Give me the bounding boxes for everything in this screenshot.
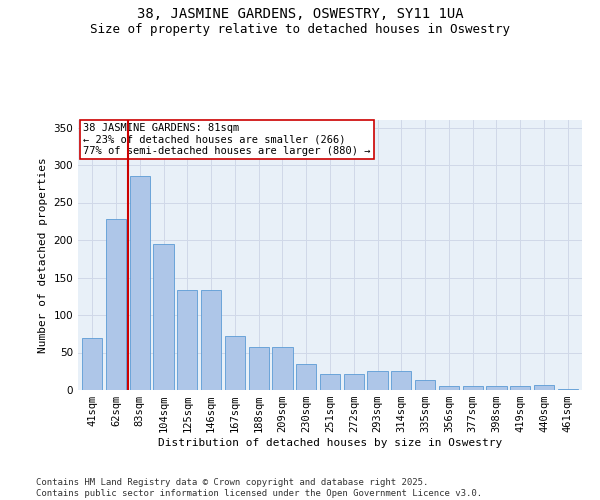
Bar xyxy=(106,219,126,390)
Bar xyxy=(201,290,221,390)
Text: 38 JASMINE GARDENS: 81sqm
← 23% of detached houses are smaller (266)
77% of semi: 38 JASMINE GARDENS: 81sqm ← 23% of detac… xyxy=(83,122,371,156)
Bar xyxy=(248,347,269,390)
X-axis label: Distribution of detached houses by size in Oswestry: Distribution of detached houses by size … xyxy=(158,438,502,448)
Bar xyxy=(367,371,388,390)
Bar xyxy=(557,388,578,390)
Bar xyxy=(177,290,197,390)
Bar xyxy=(487,386,506,390)
Bar xyxy=(415,380,435,390)
Bar xyxy=(296,364,316,390)
Bar xyxy=(154,244,173,390)
Bar xyxy=(82,338,103,390)
Bar xyxy=(391,371,412,390)
Bar xyxy=(130,176,150,390)
Bar xyxy=(534,385,554,390)
Bar xyxy=(272,347,293,390)
Text: Size of property relative to detached houses in Oswestry: Size of property relative to detached ho… xyxy=(90,22,510,36)
Bar xyxy=(320,374,340,390)
Text: Contains HM Land Registry data © Crown copyright and database right 2025.
Contai: Contains HM Land Registry data © Crown c… xyxy=(36,478,482,498)
Bar xyxy=(510,386,530,390)
Y-axis label: Number of detached properties: Number of detached properties xyxy=(38,157,48,353)
Bar xyxy=(344,374,364,390)
Bar xyxy=(225,336,245,390)
Text: 38, JASMINE GARDENS, OSWESTRY, SY11 1UA: 38, JASMINE GARDENS, OSWESTRY, SY11 1UA xyxy=(137,8,463,22)
Bar xyxy=(463,386,483,390)
Bar xyxy=(439,386,459,390)
